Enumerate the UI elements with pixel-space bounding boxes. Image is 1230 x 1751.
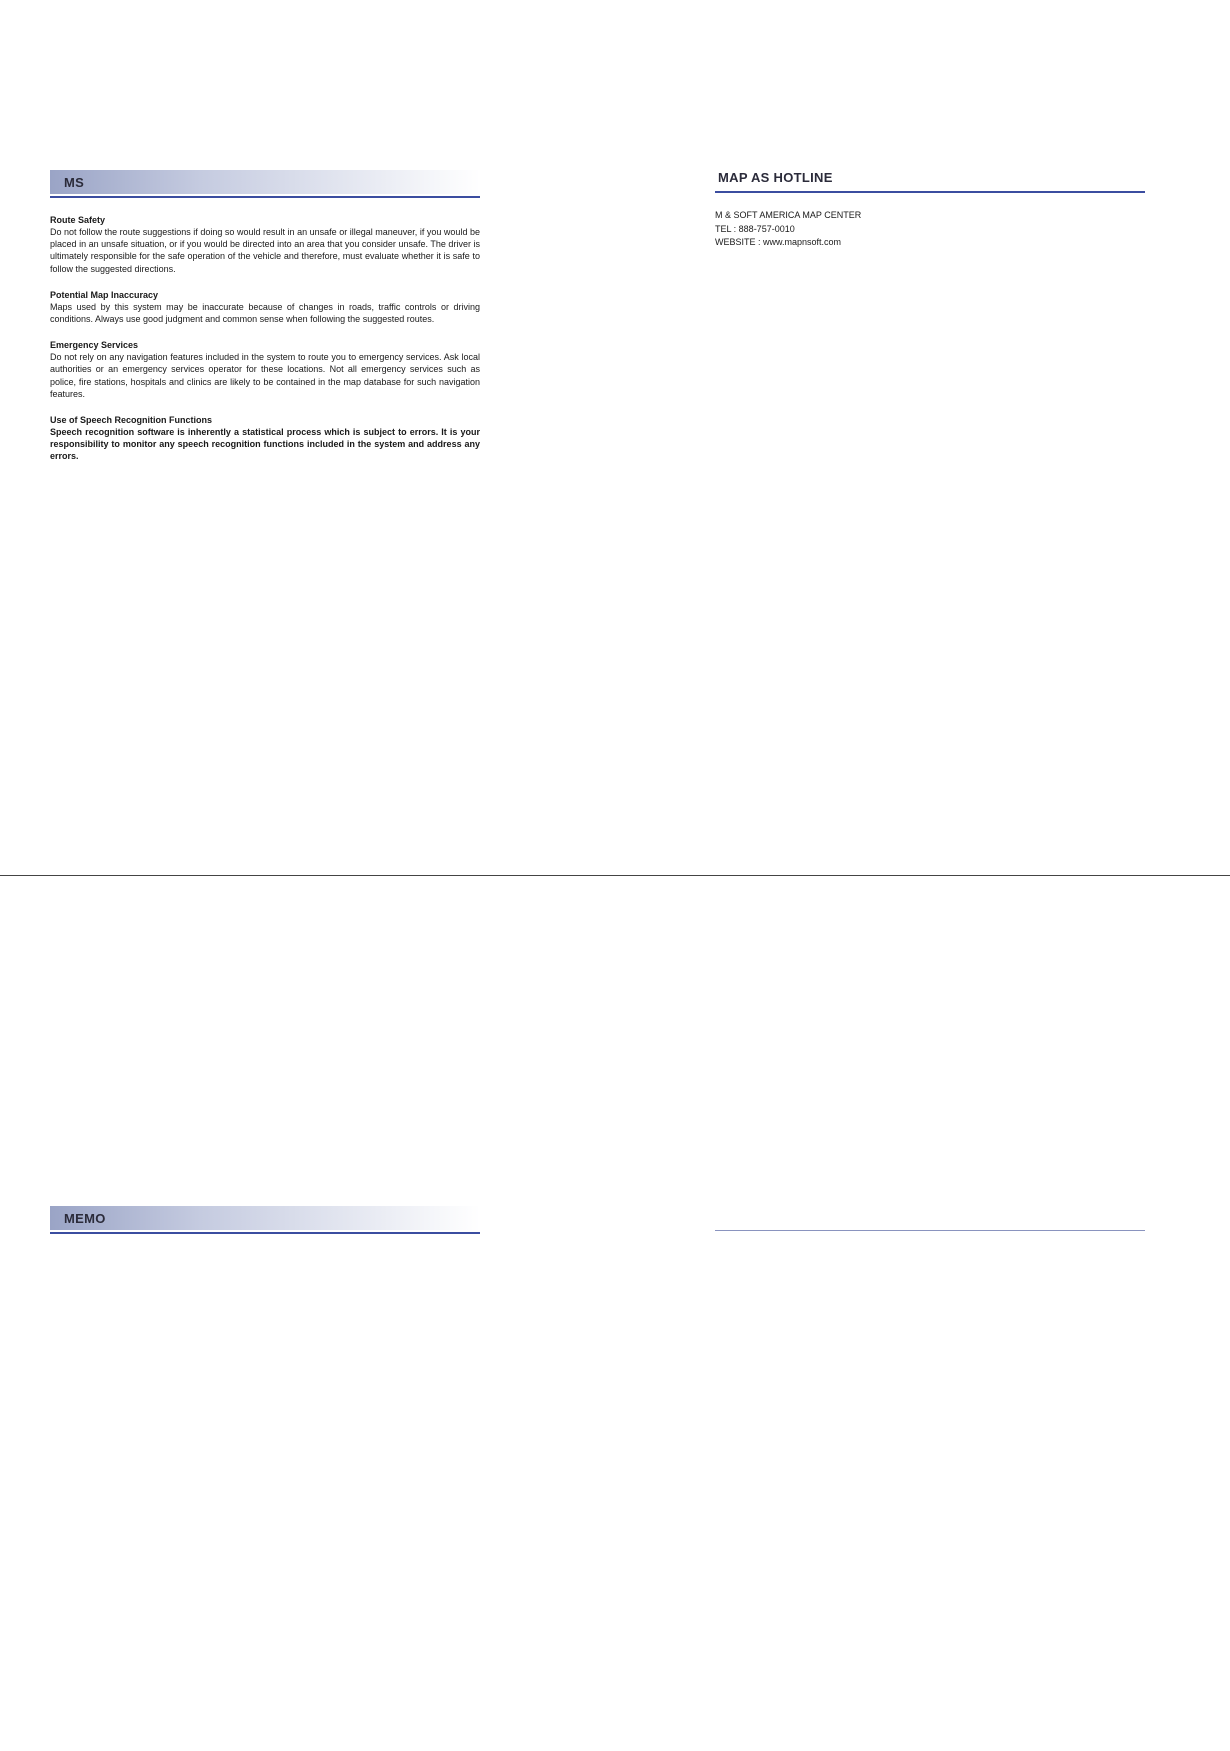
section-body: Do not rely on any navigation features i… [50, 351, 480, 400]
contact-block: M & SOFT AMERICA MAP CENTER TEL : 888-75… [715, 209, 1145, 250]
section-title: Route Safety [50, 214, 480, 226]
section-title: Use of Speech Recognition Functions [50, 414, 480, 426]
section-route-safety: Route Safety Do not follow the route sug… [50, 214, 480, 275]
contact-name: M & SOFT AMERICA MAP CENTER [715, 209, 1145, 223]
contact-website: WEBSITE : www.mapnsoft.com [715, 236, 1145, 250]
section-body: Maps used by this system may be inaccura… [50, 301, 480, 325]
header-bar-memo: MEMO [50, 1206, 480, 1230]
page-bottom-left: MEMO [0, 876, 615, 1751]
spread-top: MS Route Safety Do not follow the route … [0, 0, 1230, 875]
section-speech-recognition: Use of Speech Recognition Functions Spee… [50, 414, 480, 463]
section-emergency-services: Emergency Services Do not rely on any na… [50, 339, 480, 400]
header-title-memo: MEMO [64, 1211, 106, 1226]
header-title-ms: MS [64, 175, 84, 190]
header-underline-memo [50, 1232, 480, 1234]
section-map-inaccuracy: Potential Map Inaccuracy Maps used by th… [50, 289, 480, 325]
page-top-left: MS Route Safety Do not follow the route … [0, 0, 615, 875]
section-body: Speech recognition software is inherentl… [50, 426, 480, 462]
spread-bottom: MEMO [0, 876, 1230, 1751]
section-title: Potential Map Inaccuracy [50, 289, 480, 301]
header-underline-blank [715, 1230, 1145, 1231]
page-bottom-right [615, 876, 1230, 1751]
section-body: Do not follow the route suggestions if d… [50, 226, 480, 275]
header-title-hotline: MAP AS HOTLINE [715, 170, 1145, 185]
header-bar-ms: MS [50, 170, 480, 194]
contact-tel: TEL : 888-757-0010 [715, 223, 1145, 237]
header-underline-hotline [715, 191, 1145, 193]
document-page: MS Route Safety Do not follow the route … [0, 0, 1230, 1751]
page-top-right: MAP AS HOTLINE M & SOFT AMERICA MAP CENT… [615, 0, 1230, 875]
header-underline-ms [50, 196, 480, 198]
section-title: Emergency Services [50, 339, 480, 351]
